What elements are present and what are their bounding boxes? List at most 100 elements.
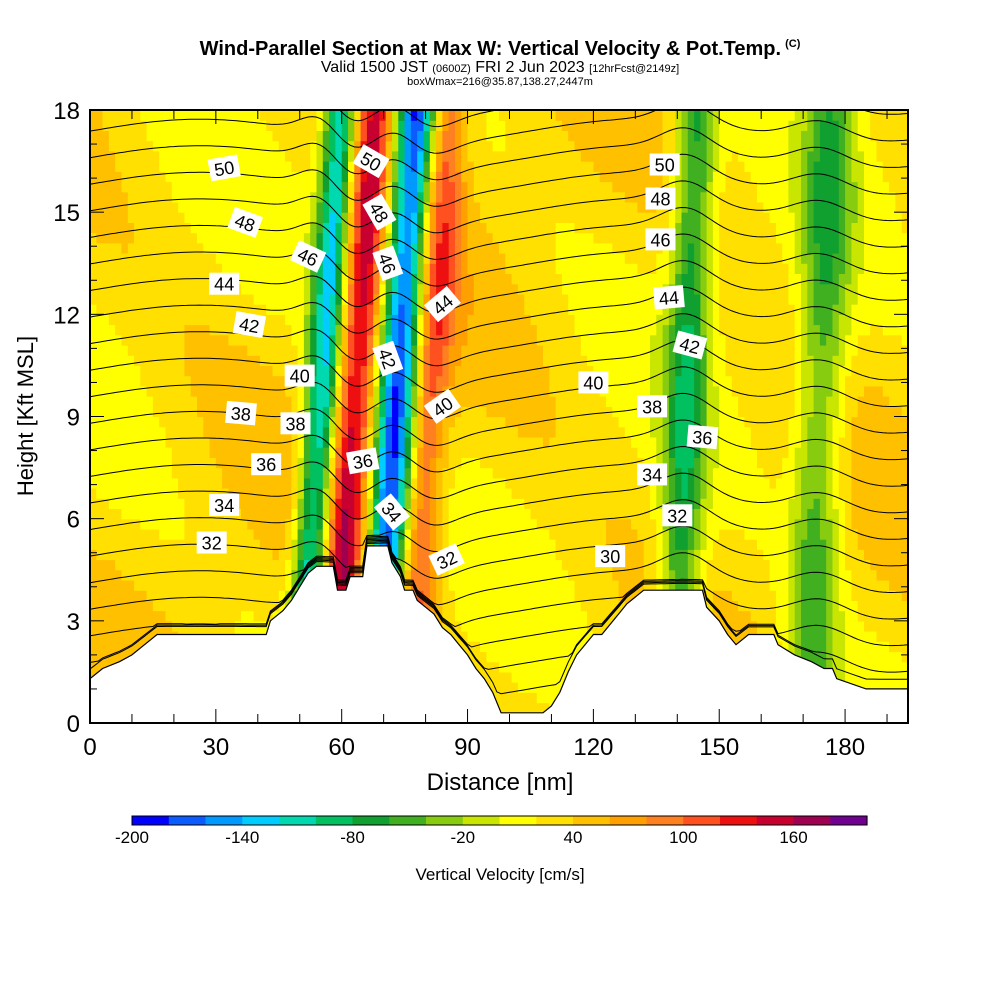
field-cell [417, 569, 425, 581]
field-cell [366, 263, 374, 274]
field-cell [115, 610, 123, 622]
field-cell [121, 467, 129, 479]
field-cell [492, 396, 500, 407]
field-cell [486, 201, 494, 213]
field-cell [417, 273, 425, 285]
field-cell [108, 304, 116, 315]
field-cell [455, 457, 462, 469]
field-cell [241, 600, 248, 612]
field-cell [310, 559, 318, 571]
field-cell [278, 242, 286, 254]
field-cell [511, 467, 519, 479]
field-cell [398, 273, 406, 285]
field-cell [96, 140, 104, 152]
field-cell [505, 447, 513, 458]
field-cell [335, 110, 343, 121]
field-cell [480, 631, 487, 642]
field-cell [436, 355, 443, 366]
field-cell [329, 140, 336, 152]
field-cell [543, 385, 550, 397]
field-cell [291, 518, 299, 530]
field-cell [146, 334, 154, 346]
field-cell [561, 242, 569, 254]
field-cell [366, 283, 374, 295]
field-cell [316, 222, 324, 234]
field-cell [285, 304, 292, 315]
field-cell [222, 212, 229, 223]
field-cell [203, 498, 211, 509]
field-cell [404, 518, 412, 530]
field-cell [448, 130, 456, 142]
field-cell [285, 355, 292, 366]
field-cell [165, 590, 173, 601]
field-cell [184, 600, 192, 612]
field-cell [492, 314, 500, 326]
field-cell [316, 120, 324, 131]
field-cell [228, 457, 236, 469]
field-cell [96, 253, 104, 264]
field-cell [480, 365, 487, 377]
field-cell [593, 150, 601, 162]
field-cell [530, 631, 538, 642]
field-cell [108, 150, 116, 162]
field-cell [499, 355, 506, 366]
field-cell [209, 334, 217, 346]
field-cell [593, 416, 601, 428]
field-cell [480, 212, 487, 223]
field-cell [272, 528, 280, 540]
field-cell [360, 110, 368, 121]
field-cell [492, 334, 500, 346]
field-cell [417, 201, 425, 213]
field-cell [461, 610, 469, 622]
field-cell [146, 457, 154, 469]
field-cell [354, 426, 362, 438]
field-cell [373, 232, 381, 244]
field-cell [530, 498, 538, 509]
field-cell [96, 457, 104, 469]
field-cell [530, 692, 538, 704]
field-cell [285, 498, 292, 509]
field-cell [152, 498, 160, 509]
field-cell [555, 201, 563, 213]
field-cell [253, 488, 261, 499]
field-cell [480, 559, 487, 571]
field-cell [442, 212, 450, 223]
field-cell [549, 120, 557, 131]
field-cell [146, 140, 154, 152]
field-cell [467, 334, 475, 346]
field-cell [259, 232, 267, 244]
field-cell [499, 365, 506, 377]
field-cell [322, 345, 330, 356]
field-cell [543, 631, 550, 642]
field-cell [222, 293, 229, 305]
field-cell [215, 110, 223, 121]
field-cell [159, 304, 167, 315]
field-cell [473, 263, 481, 274]
field-cell [385, 293, 393, 305]
field-cell [417, 365, 425, 377]
field-cell [171, 140, 179, 152]
field-cell [253, 161, 261, 172]
field-cell [234, 150, 242, 162]
field-cell [606, 304, 613, 315]
field-cell [473, 447, 481, 458]
field-cell [385, 110, 393, 121]
field-cell [543, 447, 550, 458]
field-cell [234, 488, 242, 499]
field-cell [574, 580, 582, 591]
field-cell [473, 283, 481, 295]
field-cell [140, 569, 148, 581]
field-cell [536, 498, 544, 509]
field-cell [291, 508, 299, 520]
field-cell [455, 314, 462, 326]
field-cell [379, 222, 387, 234]
field-cell [517, 416, 525, 428]
field-cell [505, 682, 513, 693]
field-cell [316, 345, 324, 356]
field-cell [492, 212, 500, 223]
field-cell [335, 539, 343, 550]
field-cell [228, 314, 236, 326]
field-cell [549, 477, 557, 489]
field-cell [291, 181, 299, 193]
field-cell [448, 385, 456, 397]
